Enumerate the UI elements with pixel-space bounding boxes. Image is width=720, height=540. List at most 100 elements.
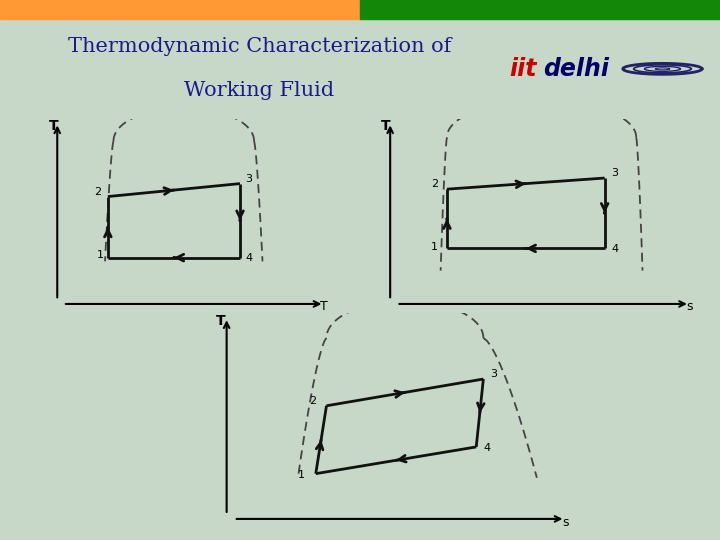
Bar	[626, 0, 634, 19]
Bar	[432, 0, 439, 19]
Bar	[634, 0, 641, 19]
Text: 2: 2	[94, 187, 101, 197]
Bar	[403, 0, 410, 19]
Bar	[43, 0, 50, 19]
Text: Thermodynamic Characterization of: Thermodynamic Characterization of	[68, 37, 451, 56]
Bar	[223, 0, 230, 19]
Bar	[461, 0, 468, 19]
Bar	[475, 0, 482, 19]
Text: s: s	[687, 300, 693, 313]
Bar	[22, 0, 29, 19]
Bar	[317, 0, 324, 19]
Bar	[122, 0, 130, 19]
Bar	[562, 0, 569, 19]
Text: 3: 3	[611, 168, 618, 178]
Bar	[14, 0, 22, 19]
Bar	[698, 0, 706, 19]
Bar	[58, 0, 65, 19]
Text: delhi: delhi	[544, 57, 610, 81]
Bar	[310, 0, 317, 19]
Text: 4: 4	[483, 443, 490, 453]
Bar	[518, 0, 526, 19]
Bar	[202, 0, 209, 19]
Text: iit: iit	[509, 57, 536, 81]
Bar	[482, 0, 490, 19]
Bar	[382, 0, 389, 19]
Bar	[7, 0, 14, 19]
Text: 2: 2	[309, 396, 316, 406]
Text: T: T	[320, 300, 328, 313]
Bar	[180, 0, 187, 19]
Bar	[468, 0, 475, 19]
Text: s: s	[562, 516, 569, 529]
Bar	[274, 0, 281, 19]
Bar	[713, 0, 720, 19]
Bar	[245, 0, 252, 19]
Bar	[72, 0, 79, 19]
Text: 3: 3	[490, 369, 498, 379]
Bar	[238, 0, 245, 19]
Bar	[295, 0, 302, 19]
Bar	[497, 0, 504, 19]
Bar	[540, 0, 547, 19]
Bar	[288, 0, 295, 19]
Bar	[36, 0, 43, 19]
Bar	[209, 0, 216, 19]
Bar	[526, 0, 533, 19]
Bar	[641, 0, 648, 19]
Bar	[684, 0, 691, 19]
Bar	[367, 0, 374, 19]
Bar	[706, 0, 713, 19]
Bar	[418, 0, 425, 19]
Bar	[259, 0, 266, 19]
Text: 4: 4	[246, 253, 253, 264]
Text: Working Fluid: Working Fluid	[184, 82, 334, 100]
Bar	[410, 0, 418, 19]
Bar	[576, 0, 583, 19]
Bar	[490, 0, 497, 19]
Bar	[619, 0, 626, 19]
Bar	[115, 0, 122, 19]
Text: 3: 3	[246, 174, 253, 184]
Bar	[598, 0, 605, 19]
Bar	[281, 0, 288, 19]
Bar	[590, 0, 598, 19]
Bar	[130, 0, 137, 19]
Text: T: T	[49, 119, 58, 133]
Bar	[65, 0, 72, 19]
Bar	[504, 0, 511, 19]
Bar	[166, 0, 173, 19]
Bar	[194, 0, 202, 19]
Text: 4: 4	[611, 244, 618, 254]
Bar	[173, 0, 180, 19]
Bar	[252, 0, 259, 19]
Text: T: T	[381, 119, 390, 133]
Bar	[302, 0, 310, 19]
Bar	[425, 0, 432, 19]
Bar	[662, 0, 670, 19]
Bar	[108, 0, 115, 19]
Bar	[677, 0, 684, 19]
Text: 1: 1	[96, 249, 104, 260]
Bar	[338, 0, 346, 19]
Bar	[533, 0, 540, 19]
Bar	[187, 0, 194, 19]
Bar	[50, 0, 58, 19]
Bar	[670, 0, 677, 19]
Bar	[439, 0, 446, 19]
Bar	[101, 0, 108, 19]
Bar	[605, 0, 612, 19]
Bar	[446, 0, 454, 19]
Bar	[137, 0, 144, 19]
Text: 2: 2	[431, 179, 438, 190]
Text: 1: 1	[298, 470, 305, 480]
Bar	[158, 0, 166, 19]
Bar	[454, 0, 461, 19]
Bar	[79, 0, 86, 19]
Bar	[648, 0, 655, 19]
Bar	[266, 0, 274, 19]
Bar	[144, 0, 151, 19]
Bar	[353, 0, 360, 19]
Text: T: T	[216, 314, 225, 328]
Bar	[691, 0, 698, 19]
